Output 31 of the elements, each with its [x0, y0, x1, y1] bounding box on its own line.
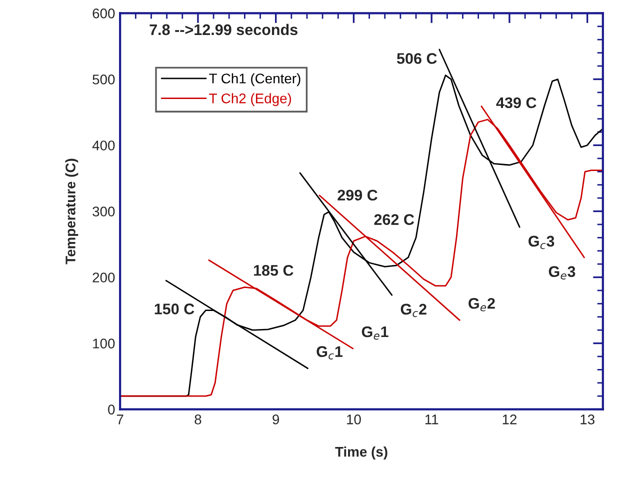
y-tick-label: 200: [92, 272, 115, 282]
annotation: 506 C: [396, 53, 437, 64]
y-tick-label: 0: [108, 404, 115, 414]
annotation: G$_{e}$1: [362, 326, 388, 340]
annotation: 150 C: [154, 304, 194, 314]
annotation: 185 C: [254, 264, 294, 276]
x-tick-label: 13: [580, 414, 594, 424]
y-tick-label: 300: [92, 206, 115, 216]
annotation: 262 C: [374, 214, 414, 225]
x-tick-label: 10: [347, 414, 361, 424]
y-tick-label: 100: [93, 338, 115, 348]
y-tick-label: 600: [92, 8, 115, 18]
x-tick-label: 12: [502, 414, 516, 424]
annotation: G$_{e}$2: [468, 298, 495, 312]
y-tick-label: 400: [92, 140, 115, 150]
x-tick-label: 9: [272, 414, 280, 424]
annotation: G$_{c}$3: [528, 236, 554, 250]
x-tick-label: 11: [425, 414, 438, 424]
annotation: 439 C: [496, 97, 536, 108]
y-axis-title: Temperature (C): [65, 158, 78, 264]
annotation: G$_{e}$3: [548, 266, 576, 280]
legend-label: T Ch1 (Center): [209, 73, 300, 86]
annotation: 299 C: [338, 190, 378, 201]
annotation: G$_{c}$2: [400, 304, 426, 318]
legend-label: T Ch2 (Edge): [209, 93, 292, 106]
y-tick-label: 500: [92, 74, 115, 84]
x-tick-label: 8: [194, 414, 202, 424]
x-tick-label: 7: [116, 414, 124, 424]
annotation: G$_{c}$1: [316, 346, 342, 360]
x-axis-title: Time (s): [335, 446, 388, 460]
annotation: 7.8 -->12.99 seconds: [150, 24, 298, 36]
